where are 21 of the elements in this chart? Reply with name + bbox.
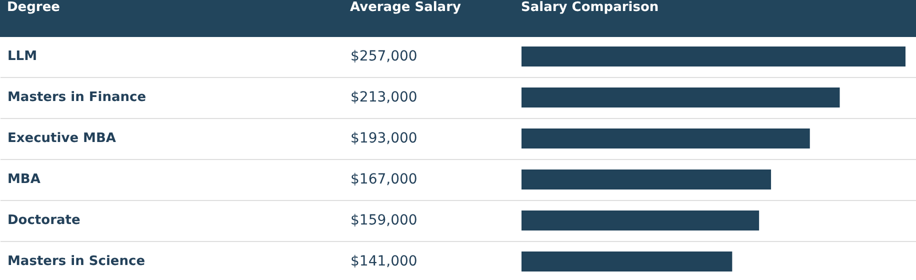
bar <box>522 88 840 108</box>
y-tick-label: Doctorate <box>8 213 80 228</box>
y-tick-label: LLM <box>8 49 38 64</box>
y-tick-label: MBA <box>8 172 40 187</box>
data-label: $213,000 <box>350 90 418 106</box>
y-axis-title: Degree <box>7 0 60 15</box>
data-label: $159,000 <box>350 212 418 228</box>
bar <box>522 46 906 66</box>
y-tick-label: Masters in Science <box>8 254 146 269</box>
text: Average Salary <box>350 0 461 15</box>
data-label: $193,000 <box>350 130 418 146</box>
data-label: $257,000 <box>350 48 418 64</box>
bar <box>522 128 810 148</box>
data-label: $167,000 <box>350 172 418 188</box>
data-label: $141,000 <box>350 254 418 270</box>
y-tick-label: Masters in Finance <box>8 90 146 105</box>
bar <box>522 170 772 190</box>
bar <box>522 252 732 272</box>
y-tick-label: Executive MBA <box>8 131 116 146</box>
bar <box>522 210 760 230</box>
x-axis-title: Salary Comparison <box>521 0 659 15</box>
